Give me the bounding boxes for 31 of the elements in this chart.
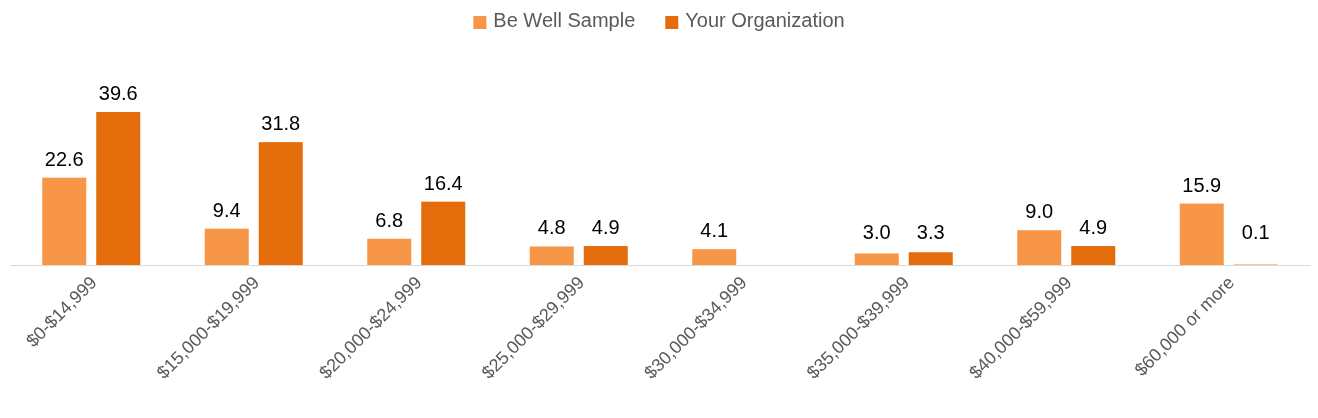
bar [692, 249, 737, 265]
bar [529, 246, 574, 265]
data-label: 3.0 [862, 221, 891, 243]
bar [258, 142, 303, 265]
data-label: 9.0 [1025, 200, 1054, 223]
legend-label: Be Well Sample [493, 9, 636, 31]
data-label: 4.9 [591, 216, 620, 239]
bar [204, 228, 249, 265]
bar [583, 246, 628, 265]
bar [42, 177, 87, 265]
bar [908, 252, 953, 265]
bar [421, 201, 466, 265]
data-label: 4.1 [700, 219, 729, 242]
bar [367, 238, 412, 265]
data-label: 39.6 [98, 82, 138, 105]
legend-label: Your Organization [685, 9, 845, 31]
bar [854, 253, 899, 265]
bar [96, 112, 141, 265]
data-label: 31.8 [261, 112, 301, 135]
data-label: 4.9 [1079, 216, 1108, 239]
data-label: 16.4 [423, 171, 463, 194]
bar [1017, 230, 1062, 265]
bar [1071, 246, 1116, 265]
data-label: 3.3 [916, 221, 945, 243]
bar [1179, 203, 1224, 265]
data-label: 0.1 [1241, 221, 1270, 243]
data-label: 4.8 [537, 216, 566, 239]
data-label: 6.8 [375, 208, 404, 231]
data-label: 15.9 [1182, 173, 1222, 196]
data-label: 22.6 [44, 147, 84, 170]
data-label: 9.4 [212, 198, 241, 221]
